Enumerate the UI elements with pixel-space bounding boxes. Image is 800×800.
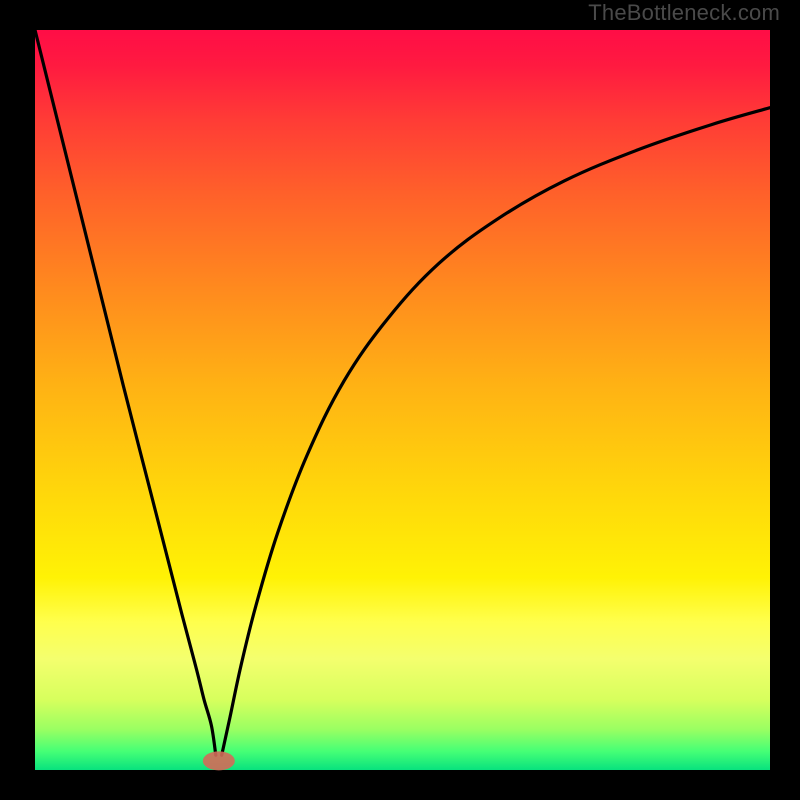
plot-frame	[35, 30, 770, 770]
watermark-text: TheBottleneck.com	[588, 0, 780, 26]
chart-stage: TheBottleneck.com	[0, 0, 800, 800]
curve-left-branch	[35, 30, 216, 755]
bottleneck-curve	[35, 30, 770, 770]
curve-right-branch	[222, 108, 770, 756]
